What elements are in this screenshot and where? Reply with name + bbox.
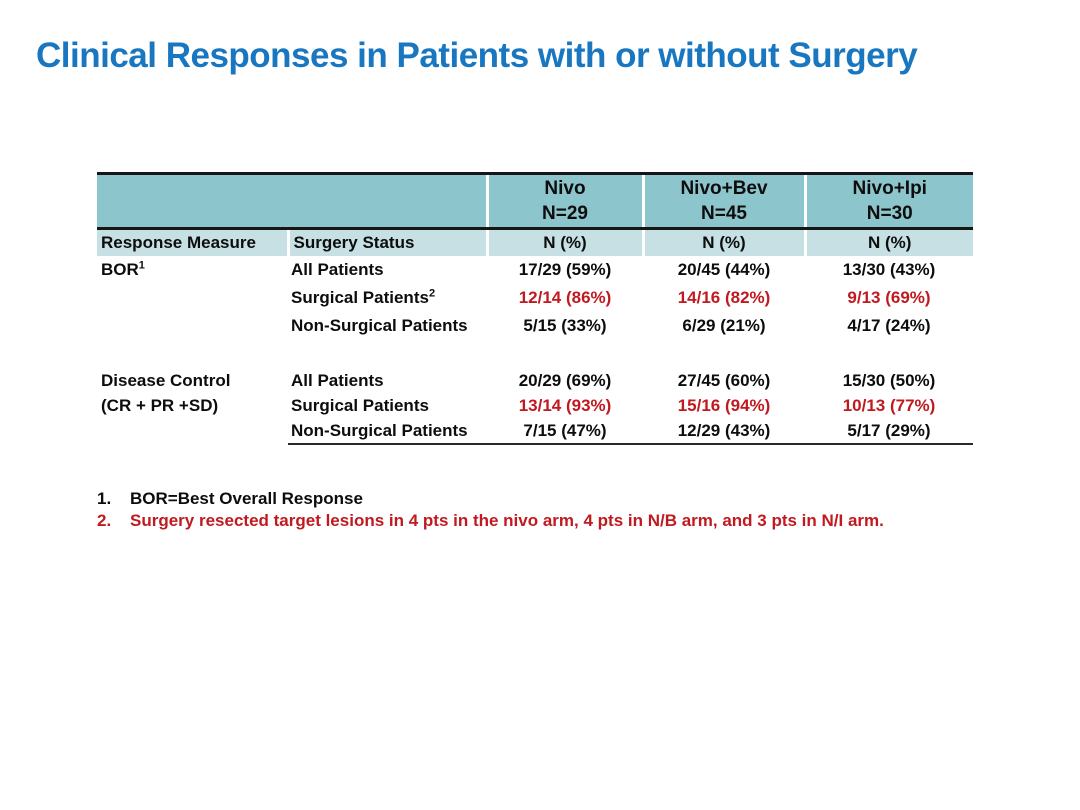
slide-title: Clinical Responses in Patients with or w… <box>36 36 918 75</box>
col-header-n-pct-3: N (%) <box>803 228 973 256</box>
table-row: Non-Surgical Patients 5/15 (33%) 6/29 (2… <box>97 312 973 340</box>
value-cell-highlighted: 9/13 (69%) <box>805 284 973 312</box>
row-label-text: All Patients <box>291 260 384 279</box>
row-label-text: All Patients <box>291 370 384 390</box>
measure-text: Disease Control <box>101 371 231 390</box>
value-cell: 4/17 (24%) <box>805 312 973 340</box>
arm-n: N=45 <box>701 203 747 224</box>
footnotes: 1. BOR=Best Overall Response 2. Surgery … <box>97 488 997 532</box>
row-label: Surgical Patients2 <box>288 284 487 312</box>
arm-name: Nivo <box>544 178 586 199</box>
value-cell: 20/29 (69%) <box>487 368 643 393</box>
group-header-nivo: Nivo N=29 <box>485 172 643 230</box>
footnote-text: BOR=Best Overall Response <box>130 489 363 508</box>
row-label-text: Surgical Patients <box>291 395 429 415</box>
table-row: Disease Control (CR + PR +SD) All Patien… <box>97 368 973 444</box>
footnote-item: 2. Surgery resected target lesions in 4 … <box>97 510 997 532</box>
clinical-response-table: Nivo N=29 Nivo+Bev N=45 Nivo+Ipi N=30 Re… <box>97 172 973 445</box>
row-label-superscript: 2 <box>428 287 436 300</box>
value-cell: 15/30 (50%) <box>805 368 973 393</box>
value-cell: 27/45 (60%) <box>643 368 805 393</box>
group-header-nivo-bev: Nivo+Bev N=45 <box>641 172 805 230</box>
value-cell-highlighted: 10/13 (77%) <box>805 393 973 418</box>
row-label: Surgical Patients <box>288 393 487 418</box>
row-label-text: Surgical Patients <box>291 288 429 307</box>
col-header-response-measure: Response Measure <box>97 228 288 256</box>
value-cell: 7/15 (47%) <box>487 418 643 445</box>
footnote-text: Surgery resected target lesions in 4 pts… <box>130 511 884 530</box>
value-cell-highlighted: 13/14 (93%) <box>487 393 643 418</box>
table-column-header-row: Response Measure Surgery Status N (%) N … <box>97 228 973 256</box>
row-label: All Patients <box>288 368 487 393</box>
arm-name: Nivo+Ipi <box>852 178 927 199</box>
measure-subtext: (CR + PR +SD) <box>101 396 219 415</box>
group-header-empty <box>97 172 487 230</box>
arm-n: N=29 <box>542 203 588 224</box>
value-cell: 5/17 (29%) <box>805 418 973 445</box>
footnote-item: 1. BOR=Best Overall Response <box>97 488 997 510</box>
value-cell: 5/15 (33%) <box>487 312 643 340</box>
value-cell: 12/29 (43%) <box>643 418 805 445</box>
value-cell: 20/45 (44%) <box>643 256 805 284</box>
measure-text: BOR <box>101 260 139 279</box>
arm-n: N=30 <box>866 203 913 224</box>
table-row: Surgical Patients 13/14 (93%) 15/16 (94%… <box>97 393 973 418</box>
arm-name: Nivo+Bev <box>680 178 768 199</box>
value-cell-highlighted: 15/16 (94%) <box>643 393 805 418</box>
row-label-text: Non-Surgical Patients <box>291 420 468 440</box>
col-header-surgery-status: Surgery Status <box>286 228 487 256</box>
measure-cell-disease-control: Disease Control (CR + PR +SD) <box>97 368 288 444</box>
row-label: Non-Surgical Patients <box>288 418 487 445</box>
table-row: BOR1 All Patients 17/29 (59%) 20/45 (44%… <box>97 256 973 340</box>
section-bor: BOR1 All Patients 17/29 (59%) 20/45 (44%… <box>97 256 973 368</box>
value-cell: 13/30 (43%) <box>805 256 973 284</box>
col-header-n-pct-2: N (%) <box>641 228 805 256</box>
spacer-row <box>97 340 973 368</box>
row-label: Non-Surgical Patients <box>288 312 487 340</box>
footnote-number: 1. <box>97 489 112 508</box>
value-cell: 6/29 (21%) <box>643 312 805 340</box>
section-disease-control: Disease Control (CR + PR +SD) All Patien… <box>97 368 973 445</box>
row-label-text: Non-Surgical Patients <box>291 316 468 335</box>
footnote-number: 2. <box>97 511 112 530</box>
col-header-n-pct-1: N (%) <box>485 228 643 256</box>
table-row: Non-Surgical Patients 7/15 (47%) 12/29 (… <box>97 418 973 445</box>
measure-superscript: 1 <box>138 259 145 272</box>
table-row: Surgical Patients2 12/14 (86%) 14/16 (82… <box>97 284 973 312</box>
row-label: All Patients <box>288 256 487 284</box>
value-cell: 17/29 (59%) <box>487 256 643 284</box>
table-group-header-row: Nivo N=29 Nivo+Bev N=45 Nivo+Ipi N=30 <box>97 172 973 230</box>
value-cell-highlighted: 12/14 (86%) <box>487 284 643 312</box>
group-header-nivo-ipi: Nivo+Ipi N=30 <box>803 172 973 230</box>
measure-cell-bor: BOR1 <box>97 256 288 340</box>
value-cell-highlighted: 14/16 (82%) <box>643 284 805 312</box>
